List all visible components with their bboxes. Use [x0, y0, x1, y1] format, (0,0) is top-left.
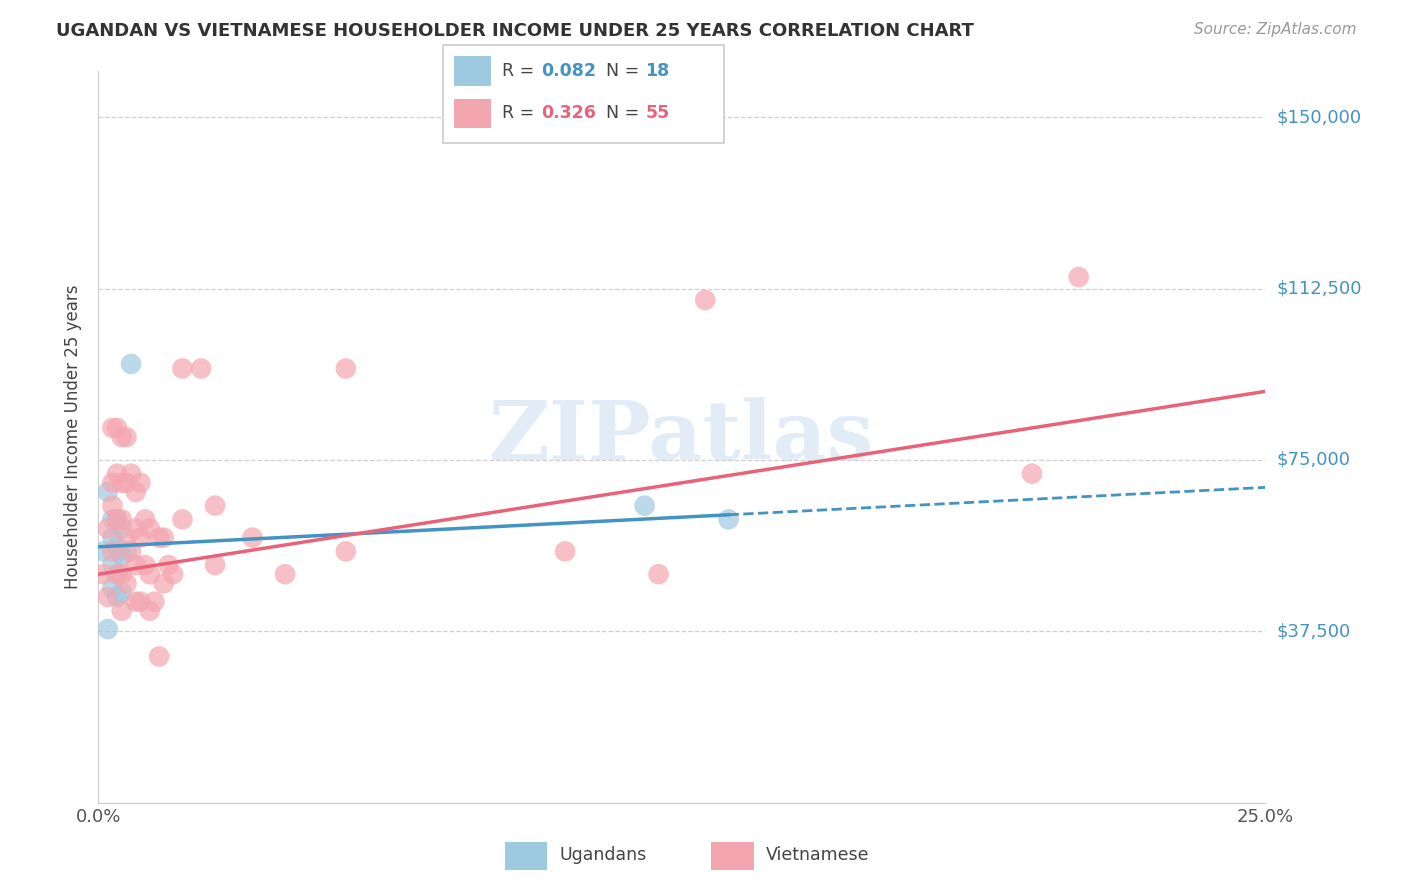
- Point: [111, 475, 134, 490]
- Point: [152, 531, 174, 545]
- Bar: [711, 842, 754, 871]
- Point: [115, 576, 138, 591]
- Y-axis label: Householder Income Under 25 years: Householder Income Under 25 years: [65, 285, 83, 590]
- Point: [111, 430, 134, 444]
- Text: R =: R =: [502, 104, 540, 122]
- Point: [695, 293, 717, 307]
- Text: 0.082: 0.082: [541, 62, 596, 80]
- Point: [134, 558, 156, 573]
- Point: [97, 521, 120, 535]
- Point: [148, 649, 170, 664]
- Point: [111, 567, 134, 582]
- Point: [101, 581, 124, 595]
- Point: [148, 531, 170, 545]
- Point: [101, 499, 124, 513]
- Point: [97, 485, 120, 500]
- Point: [105, 567, 128, 582]
- Point: [115, 531, 138, 545]
- Point: [111, 512, 134, 526]
- Text: ZIPatlas: ZIPatlas: [489, 397, 875, 477]
- Text: $37,500: $37,500: [1277, 623, 1351, 640]
- Text: N =: N =: [606, 104, 645, 122]
- Text: 18: 18: [645, 62, 669, 80]
- Point: [115, 430, 138, 444]
- Point: [134, 512, 156, 526]
- Point: [125, 594, 148, 608]
- Point: [152, 576, 174, 591]
- Point: [274, 567, 297, 582]
- Point: [129, 531, 152, 545]
- Point: [115, 544, 138, 558]
- Point: [129, 475, 152, 490]
- Point: [335, 544, 357, 558]
- Point: [204, 558, 226, 573]
- Point: [125, 521, 148, 535]
- Bar: [505, 842, 547, 871]
- Point: [242, 531, 264, 545]
- Bar: [454, 99, 491, 128]
- Point: [120, 544, 142, 558]
- Point: [204, 499, 226, 513]
- Point: [157, 558, 180, 573]
- Point: [139, 521, 162, 535]
- Point: [101, 544, 124, 558]
- Point: [120, 357, 142, 371]
- Point: [1021, 467, 1043, 481]
- Point: [111, 521, 134, 535]
- Point: [172, 361, 194, 376]
- Point: [105, 512, 128, 526]
- Point: [105, 421, 128, 435]
- Text: R =: R =: [502, 62, 540, 80]
- Text: N =: N =: [606, 62, 645, 80]
- Point: [101, 558, 124, 573]
- Text: Ugandans: Ugandans: [560, 847, 647, 864]
- Point: [105, 590, 128, 604]
- Point: [554, 544, 576, 558]
- Point: [111, 585, 134, 599]
- Point: [129, 594, 152, 608]
- Point: [101, 475, 124, 490]
- Text: $112,500: $112,500: [1277, 279, 1362, 298]
- Point: [101, 512, 124, 526]
- Point: [105, 467, 128, 481]
- Point: [111, 549, 134, 563]
- Text: 0.326: 0.326: [541, 104, 596, 122]
- Point: [111, 604, 134, 618]
- Text: $75,000: $75,000: [1277, 451, 1351, 469]
- Point: [115, 475, 138, 490]
- Point: [717, 512, 740, 526]
- Point: [125, 558, 148, 573]
- Text: Source: ZipAtlas.com: Source: ZipAtlas.com: [1194, 22, 1357, 37]
- Point: [97, 590, 120, 604]
- Text: $150,000: $150,000: [1277, 108, 1361, 126]
- Point: [91, 544, 114, 558]
- Point: [190, 361, 212, 376]
- Point: [97, 622, 120, 636]
- Text: Vietnamese: Vietnamese: [766, 847, 870, 864]
- Point: [91, 567, 114, 582]
- Point: [647, 567, 669, 582]
- Point: [105, 540, 128, 554]
- Point: [143, 594, 166, 608]
- Point: [172, 512, 194, 526]
- Point: [125, 485, 148, 500]
- Text: 55: 55: [645, 104, 669, 122]
- Point: [139, 604, 162, 618]
- Point: [162, 567, 184, 582]
- Point: [101, 531, 124, 545]
- Point: [1067, 270, 1090, 285]
- Point: [120, 467, 142, 481]
- Point: [101, 421, 124, 435]
- Point: [105, 512, 128, 526]
- Point: [139, 567, 162, 582]
- Point: [105, 567, 128, 582]
- Text: UGANDAN VS VIETNAMESE HOUSEHOLDER INCOME UNDER 25 YEARS CORRELATION CHART: UGANDAN VS VIETNAMESE HOUSEHOLDER INCOME…: [56, 22, 974, 40]
- Point: [633, 499, 655, 513]
- Point: [335, 361, 357, 376]
- Bar: [454, 56, 491, 86]
